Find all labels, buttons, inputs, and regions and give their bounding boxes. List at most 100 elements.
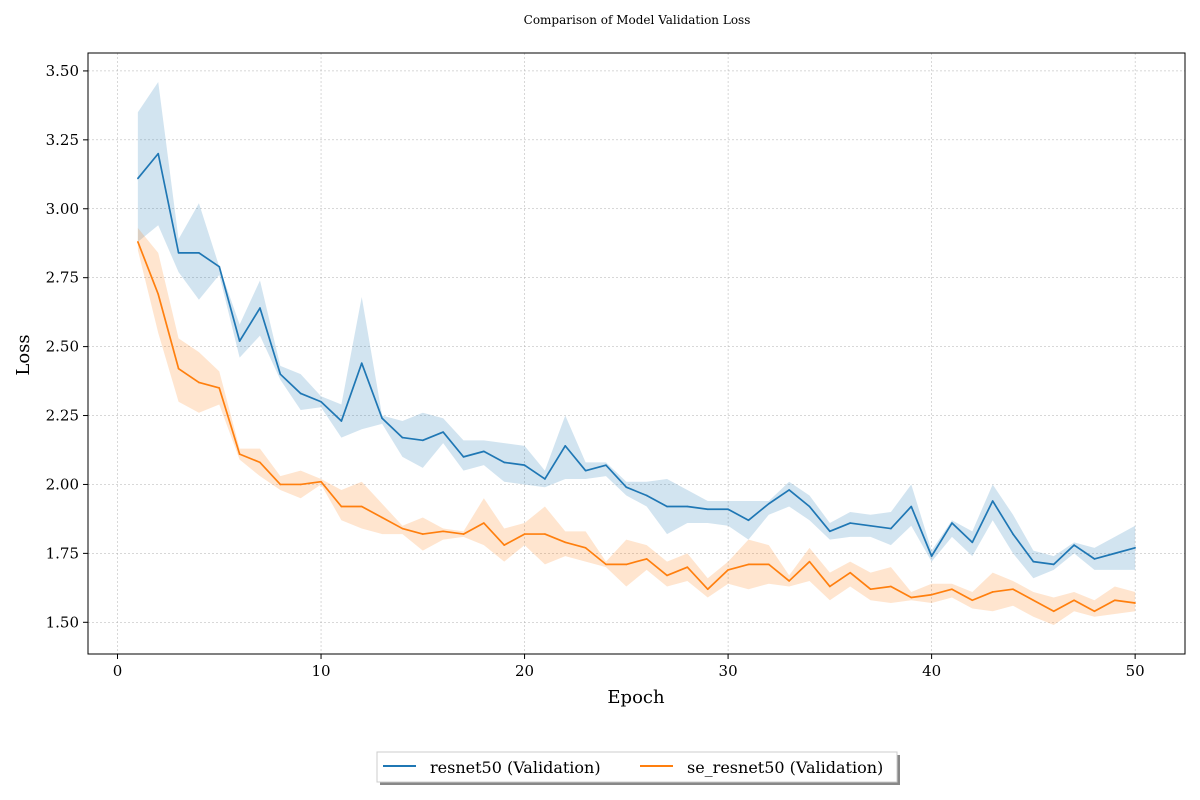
data-point-se-resnet50 [584, 547, 587, 549]
y-tick-label: 2.00 [46, 475, 79, 493]
data-point-se-resnet50 [462, 533, 465, 535]
y-tick-label: 3.25 [46, 131, 79, 149]
x-tick-label: 40 [922, 662, 941, 680]
data-point-se-resnet50 [421, 533, 424, 535]
data-point-resnet50 [625, 486, 628, 489]
data-point-resnet50 [157, 152, 160, 155]
data-point-resnet50 [320, 400, 322, 403]
legend-box [376, 751, 898, 783]
data-point-resnet50 [890, 527, 892, 530]
data-point-se-resnet50 [1032, 599, 1035, 602]
x-axis-label: Epoch [607, 687, 665, 708]
grid [88, 53, 1185, 654]
data-point-se-resnet50 [686, 566, 689, 568]
data-point-resnet50 [910, 505, 913, 508]
data-point-resnet50 [523, 464, 526, 466]
x-tick-label: 0 [113, 662, 123, 680]
legend: resnet50 (Validation) se_resnet50 (Valid… [376, 751, 900, 785]
y-axis-label: Loss [13, 334, 34, 375]
data-point-resnet50 [137, 177, 139, 180]
data-point-se-resnet50 [1093, 610, 1096, 613]
data-point-se-resnet50 [645, 558, 648, 560]
series-lines [137, 152, 1136, 613]
data-point-resnet50 [564, 445, 567, 447]
data-point-se-resnet50 [1134, 602, 1136, 604]
data-point-se-resnet50 [971, 599, 974, 602]
data-point-se-resnet50 [625, 563, 628, 566]
data-point-resnet50 [645, 494, 648, 497]
y-tick-label: 2.25 [46, 407, 79, 425]
data-point-se-resnet50 [666, 574, 668, 577]
data-point-resnet50 [421, 439, 424, 442]
y-tick-label: 2.75 [46, 269, 79, 287]
data-point-se-resnet50 [605, 563, 607, 566]
plot-frame [87, 52, 1186, 655]
x-tick-label: 10 [311, 662, 330, 680]
y-tick-label: 2.50 [46, 338, 79, 356]
data-point-se-resnet50 [1012, 588, 1014, 591]
data-point-resnet50 [503, 461, 506, 464]
data-point-se-resnet50 [137, 241, 139, 243]
data-point-resnet50 [991, 500, 994, 502]
data-point-se-resnet50 [381, 516, 383, 519]
data-point-resnet50 [727, 508, 729, 511]
data-point-se-resnet50 [259, 461, 261, 464]
data-point-se-resnet50 [1113, 599, 1116, 602]
data-point-resnet50 [788, 489, 790, 491]
data-point-resnet50 [686, 505, 689, 508]
data-point-se-resnet50 [869, 588, 872, 591]
data-point-se-resnet50 [849, 571, 852, 574]
data-point-resnet50 [706, 508, 709, 511]
data-point-se-resnet50 [360, 505, 363, 508]
y-tick-label: 3.00 [46, 200, 79, 218]
data-point-resnet50 [666, 505, 668, 508]
data-point-resnet50 [1032, 560, 1035, 563]
data-point-se-resnet50 [1052, 610, 1055, 613]
data-point-resnet50 [1012, 533, 1014, 535]
data-point-resnet50 [401, 436, 404, 439]
data-point-resnet50 [869, 525, 872, 527]
x-axis-ticks: 0 10 20 30 40 50 [113, 654, 1145, 680]
data-point-se-resnet50 [320, 480, 322, 483]
data-point-se-resnet50 [951, 588, 953, 591]
legend-label-resnet50: resnet50 (Validation) [430, 758, 601, 777]
y-tick-label: 1.50 [46, 613, 79, 631]
data-point-resnet50 [544, 478, 546, 480]
data-point-se-resnet50 [218, 387, 221, 389]
x-tick-label: 30 [719, 662, 738, 680]
data-point-resnet50 [360, 362, 363, 364]
y-tick-label: 1.75 [46, 544, 79, 562]
data-point-resnet50 [971, 541, 974, 544]
data-point-se-resnet50 [991, 591, 994, 593]
data-point-se-resnet50 [930, 593, 933, 596]
band-se-resnet50 [137, 228, 1136, 626]
data-point-se-resnet50 [198, 381, 200, 384]
data-point-se-resnet50 [401, 527, 404, 530]
data-point-se-resnet50 [706, 588, 709, 591]
data-point-resnet50 [381, 417, 383, 420]
data-point-resnet50 [340, 420, 343, 422]
data-point-se-resnet50 [767, 563, 770, 566]
data-point-se-resnet50 [177, 367, 180, 370]
data-point-se-resnet50 [523, 533, 526, 535]
data-point-se-resnet50 [503, 544, 506, 546]
data-point-resnet50 [483, 450, 485, 453]
data-point-resnet50 [829, 530, 831, 533]
data-point-se-resnet50 [727, 569, 729, 571]
x-tick-label: 20 [515, 662, 534, 680]
data-point-resnet50 [218, 265, 221, 268]
data-point-resnet50 [1093, 558, 1096, 560]
data-point-resnet50 [767, 502, 770, 505]
data-point-se-resnet50 [788, 580, 790, 582]
data-point-resnet50 [177, 252, 180, 254]
data-point-resnet50 [1134, 547, 1136, 549]
data-point-resnet50 [849, 522, 852, 524]
data-point-resnet50 [951, 522, 953, 524]
data-point-resnet50 [462, 456, 465, 458]
data-point-se-resnet50 [564, 541, 567, 544]
data-point-resnet50 [1073, 544, 1075, 546]
data-point-se-resnet50 [808, 560, 811, 563]
data-point-resnet50 [299, 392, 302, 395]
data-point-se-resnet50 [279, 483, 282, 486]
